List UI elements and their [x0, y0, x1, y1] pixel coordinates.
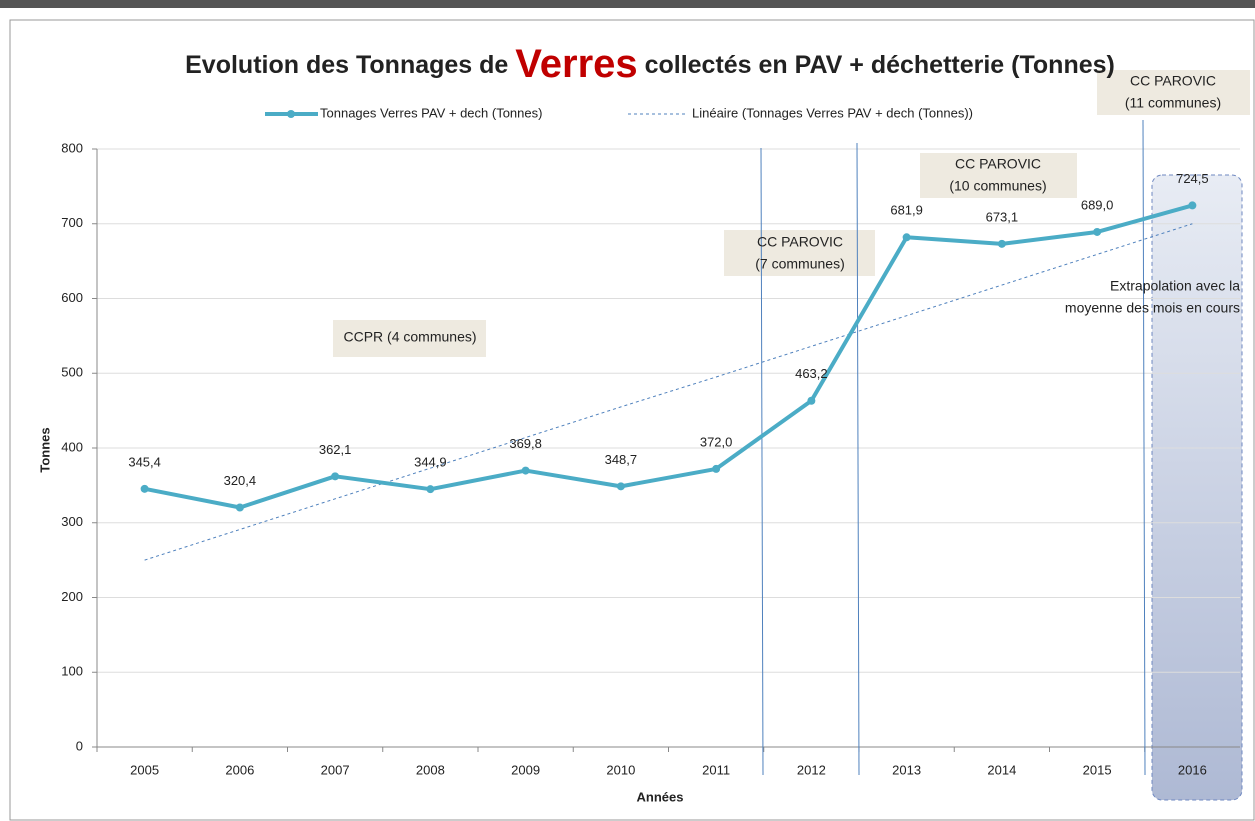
data-point [140, 484, 149, 493]
data-point [331, 472, 340, 481]
data-point [902, 233, 911, 242]
x-tick-label: 2005 [130, 762, 159, 777]
annotation-box [333, 320, 486, 357]
y-tick-label: 700 [61, 215, 83, 230]
data-point [426, 485, 435, 494]
top-bar [0, 0, 1255, 8]
x-tick-label: 2010 [606, 762, 635, 777]
data-point [712, 464, 721, 473]
y-tick-label: 200 [61, 589, 83, 604]
frame [9, 19, 1255, 821]
annotation: CC PAROVIC [757, 234, 843, 250]
x-tick-label: 2009 [511, 762, 540, 777]
data-label: 463,2 [795, 366, 828, 381]
y-tick-label: 600 [61, 290, 83, 305]
y-tick-label: 300 [61, 514, 83, 529]
x-tick-label: 2013 [892, 762, 921, 777]
x-axis-label: Années [637, 789, 684, 804]
period-separator [760, 147, 764, 776]
x-tick-label: 2014 [987, 762, 1016, 777]
data-label: 372,0 [700, 434, 733, 449]
annotation: CC PAROVIC [955, 156, 1041, 172]
data-label: 348,7 [605, 452, 638, 467]
annotation: (10 communes) [949, 178, 1046, 194]
x-tick-label: 2012 [797, 762, 826, 777]
annotation: (11 communes) [1125, 95, 1221, 111]
period-separator [856, 142, 860, 776]
data-label: 345,4 [128, 454, 161, 469]
data-point [235, 503, 244, 512]
y-tick-label: 500 [61, 365, 83, 380]
data-label: 320,4 [224, 473, 257, 488]
annotation: CC PAROVIC [1130, 73, 1216, 89]
y-tick-label: 0 [76, 738, 83, 753]
x-tick-label: 2006 [225, 762, 254, 777]
data-label: 369,8 [509, 436, 542, 451]
x-tick-label: 2008 [416, 762, 445, 777]
data-label: 344,9 [414, 455, 447, 470]
period-separator [1142, 119, 1146, 776]
data-label: 689,0 [1081, 197, 1114, 212]
trend-line [144, 223, 1193, 561]
data-point [807, 396, 816, 405]
annotation: Extrapolation avec la [1110, 278, 1240, 294]
annotation-box [724, 230, 875, 276]
annotation-box [920, 153, 1077, 198]
legend-swatch [287, 110, 295, 118]
annotation: (7 communes) [755, 256, 844, 272]
highlight-2016 [1151, 174, 1243, 801]
x-tick-label: 2007 [321, 762, 350, 777]
legend-label: Linéaire (Tonnages Verres PAV + dech (To… [692, 105, 973, 120]
x-tick-label: 2011 [702, 762, 730, 777]
data-point [1093, 227, 1102, 236]
legend-label: Tonnages Verres PAV + dech (Tonnes) [320, 105, 542, 120]
data-point [616, 482, 625, 491]
x-tick-label: 2015 [1083, 762, 1112, 777]
y-axis-label: Tonnes [37, 427, 52, 472]
data-point [997, 239, 1006, 248]
y-tick-label: 800 [61, 140, 83, 155]
data-point [521, 466, 530, 475]
annotation: CCPR (4 communes) [343, 329, 476, 345]
y-tick-label: 100 [61, 664, 83, 679]
data-point [1188, 201, 1197, 210]
data-label: 681,9 [890, 203, 923, 218]
chart-title: Evolution des Tonnages de Verres collect… [185, 42, 1115, 86]
data-label: 673,1 [986, 209, 1019, 224]
data-label: 724,5 [1176, 171, 1209, 186]
y-tick-label: 400 [61, 439, 83, 454]
x-tick-label: 2016 [1178, 762, 1207, 777]
annotation: moyenne des mois en cours [1065, 300, 1240, 316]
data-label: 362,1 [319, 442, 352, 457]
data-line [144, 203, 1193, 510]
annotation-box [1097, 70, 1250, 115]
